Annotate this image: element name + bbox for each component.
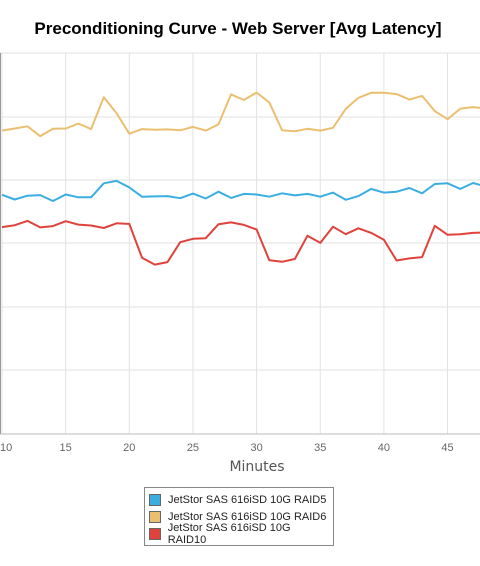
chart-title: Preconditioning Curve - Web Server [Avg … [34,19,442,38]
x-tick-label: 35 [314,442,326,454]
series-line-0 [1,179,480,202]
series-line-1 [1,91,480,138]
x-tick-labels: 10 15 20 25 30 35 40 45 [0,442,454,454]
legend-swatch-raid10 [149,527,161,540]
x-tick-label: 10 [0,442,12,454]
legend-label-raid6: JetStor SAS 616iSD 10G RAID6 [168,510,327,523]
x-tick-label: 15 [60,442,72,454]
legend-item-raid5: JetStor SAS 616iSD 10G RAID5 [149,491,327,508]
legend-label-raid5: JetStor SAS 616iSD 10G RAID5 [168,493,327,506]
legend-swatch-raid6 [149,510,161,523]
series-line-2 [1,219,480,266]
x-axis-label: Minutes [229,459,284,475]
legend-label-raid10: JetStor SAS 616iSD 10G RAID10 [167,521,291,546]
legend-item-raid6: JetStor SAS 616iSD 10G RAID6 [149,508,327,525]
line-chart: 10 15 20 25 30 35 40 45 Minutes [0,52,480,475]
legend: JetStor SAS 616iSD 10G RAID5 JetStor SAS… [144,487,334,546]
x-tick-label: 30 [250,442,262,454]
legend-swatch-raid5 [149,493,161,506]
x-tick-label: 20 [123,442,135,454]
x-tick-label: 45 [441,442,453,454]
x-tick-label: 25 [187,442,199,454]
grid-lines [0,52,480,435]
x-tick-label: 40 [378,442,390,454]
series-lines [1,91,480,266]
legend-item-raid10: JetStor SAS 616iSD 10G RAID10 [149,522,327,546]
